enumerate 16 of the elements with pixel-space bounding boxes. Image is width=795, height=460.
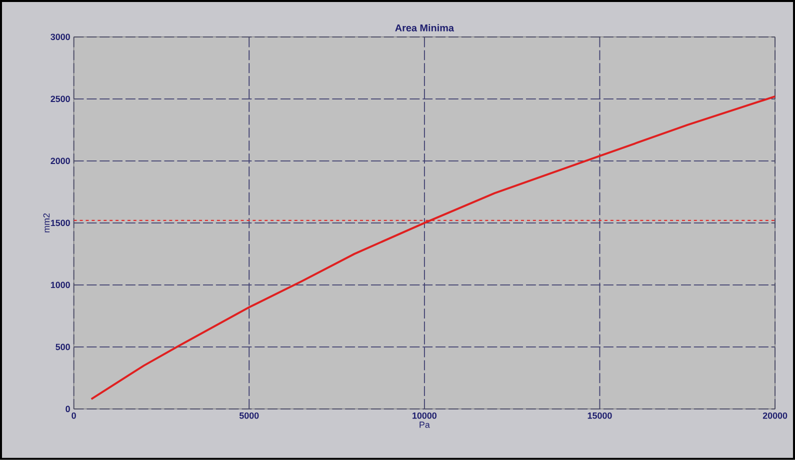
y-axis-title: mm2 <box>43 214 50 232</box>
x-tick-label: 20000 <box>762 412 788 419</box>
y-tick-label: 3000 <box>50 34 70 40</box>
y-tick-label: 500 <box>56 344 70 350</box>
x-tick-label: 15000 <box>588 412 612 419</box>
y-tick-label: 2000 <box>50 158 70 164</box>
y-tick-label: 2500 <box>50 96 70 102</box>
x-tick-label: 10000 <box>412 412 437 419</box>
y-tick-label: 1000 <box>50 282 70 288</box>
line-series <box>90 96 776 400</box>
chart-title: Area Minima <box>395 24 454 32</box>
x-tick-label: 0 <box>72 412 76 419</box>
x-tick-label: 5000 <box>239 412 259 419</box>
y-tick-label: 0 <box>66 406 70 412</box>
y-tick-label: 1500 <box>50 220 70 226</box>
x-axis-title: Pa <box>420 422 430 428</box>
